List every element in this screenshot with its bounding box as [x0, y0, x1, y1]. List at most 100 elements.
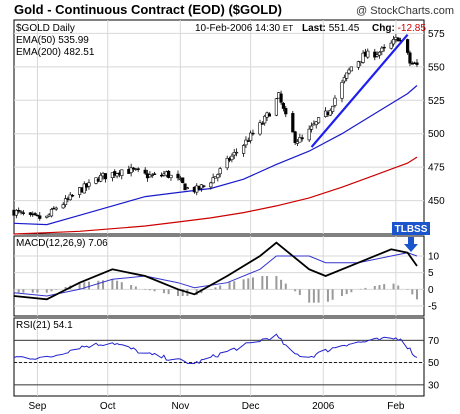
- macd-histogram-bar: [373, 286, 376, 290]
- candle-body: [82, 183, 86, 194]
- candle-body: [216, 174, 220, 179]
- macd-histogram-bar: [406, 289, 409, 290]
- y-tick-label: 30: [428, 380, 440, 391]
- candle-body: [131, 167, 136, 170]
- candle-body: [391, 38, 396, 45]
- macd-histogram-bar: [87, 281, 90, 290]
- candle-body: [279, 93, 283, 103]
- candle-body: [382, 46, 386, 49]
- macd-histogram-bar: [214, 287, 217, 290]
- candle-body: [129, 167, 133, 173]
- candle-body: [333, 97, 337, 106]
- rsi-line: [13, 333, 418, 365]
- macd-histogram-bar: [219, 285, 222, 290]
- candle-body: [234, 151, 239, 154]
- candle-body: [249, 132, 253, 141]
- macd-histogram-bar: [308, 289, 311, 303]
- macd-histogram-bar: [144, 289, 147, 290]
- candle-body: [281, 103, 286, 109]
- candle-body: [366, 50, 370, 58]
- candle-body: [328, 110, 332, 116]
- macd-histogram-bar: [331, 289, 334, 300]
- candle-body: [251, 132, 255, 135]
- x-tick-label: Sep: [29, 401, 47, 412]
- candle-body: [209, 182, 213, 188]
- candle-body: [33, 213, 37, 215]
- candle-body: [136, 168, 140, 170]
- macd-histogram-bar: [294, 289, 297, 292]
- macd-histogram-bar: [22, 289, 25, 293]
- legend-ema50: EMA(50) 535.99: [16, 35, 89, 46]
- candle-body: [349, 66, 353, 72]
- down-arrow-icon: [404, 237, 418, 252]
- y-tick-label: 0: [428, 285, 434, 296]
- macd-histogram-bar: [13, 289, 15, 293]
- candle-body: [103, 173, 107, 180]
- macd-histogram-bar: [415, 289, 418, 300]
- candle-body: [300, 137, 304, 140]
- candle-body: [211, 177, 215, 184]
- timezone-label: ET: [283, 24, 293, 33]
- candle-body: [258, 122, 262, 135]
- candle-body: [342, 77, 346, 82]
- candle-body: [284, 108, 288, 115]
- candle-body: [274, 98, 279, 116]
- rsi-panel-label: RSI(21) 54.1: [16, 320, 73, 331]
- candle-body: [356, 61, 361, 68]
- candle-body: [389, 42, 393, 49]
- macd-histogram-bar: [116, 280, 119, 290]
- macd-histogram-bar: [78, 282, 81, 290]
- symbol-label: $GOLD Daily: [16, 23, 75, 34]
- y-tick-label: 575: [428, 29, 445, 40]
- tlbss-label-box: [392, 222, 430, 235]
- candle-body: [377, 51, 382, 56]
- macd-histogram-bar: [280, 279, 283, 290]
- candle-body: [314, 121, 318, 126]
- macd-histogram-bar: [312, 289, 315, 303]
- candle-body: [267, 113, 271, 117]
- candle-body: [70, 194, 75, 197]
- candle-body: [298, 137, 302, 143]
- candle-body: [169, 174, 173, 179]
- candle-body: [185, 187, 189, 189]
- candle-body: [396, 37, 400, 42]
- credit-text: @ StockCharts.com: [356, 5, 454, 17]
- candle-body: [347, 69, 351, 74]
- macd-histogram-bar: [17, 289, 20, 293]
- candle-body: [87, 182, 91, 187]
- candle-body: [408, 52, 412, 64]
- macd-histogram-bar: [284, 283, 287, 290]
- macd-histogram-bar: [261, 276, 264, 290]
- price-panel: [13, 19, 425, 235]
- legend-ema200: EMA(200) 482.51: [16, 47, 95, 58]
- macd-histogram-bar: [148, 289, 151, 291]
- macd-histogram-bar: [83, 282, 86, 290]
- candle-body: [45, 215, 49, 218]
- candle-body: [19, 211, 23, 213]
- candle-body: [160, 174, 164, 177]
- y-tick-label: -5: [428, 302, 437, 313]
- candle-body: [345, 72, 349, 79]
- macd-histogram-bar: [162, 289, 165, 294]
- candle-body: [167, 170, 171, 178]
- candle-body: [181, 177, 185, 184]
- candle-body: [115, 173, 119, 177]
- candle-body: [38, 215, 42, 219]
- change-value: Chg: -12.85: [372, 23, 426, 34]
- y-tick-label: 50: [428, 358, 440, 369]
- macd-histogram-bar: [55, 289, 58, 290]
- macd-line: [13, 241, 418, 301]
- y-tick-label: 475: [428, 163, 445, 174]
- candle-body: [242, 145, 246, 154]
- x-tick-label: Oct: [100, 401, 116, 412]
- chart-title: Gold - Continuous Contract (EOD) ($GOLD): [14, 2, 282, 17]
- candle-body: [316, 117, 321, 124]
- candle-body: [176, 173, 180, 179]
- macd-panel: [13, 235, 425, 317]
- macd-histogram-bar: [153, 289, 156, 292]
- candle-body: [28, 212, 33, 215]
- candle-body: [309, 125, 314, 130]
- macd-histogram-bar: [233, 281, 236, 290]
- candle-body: [405, 39, 410, 53]
